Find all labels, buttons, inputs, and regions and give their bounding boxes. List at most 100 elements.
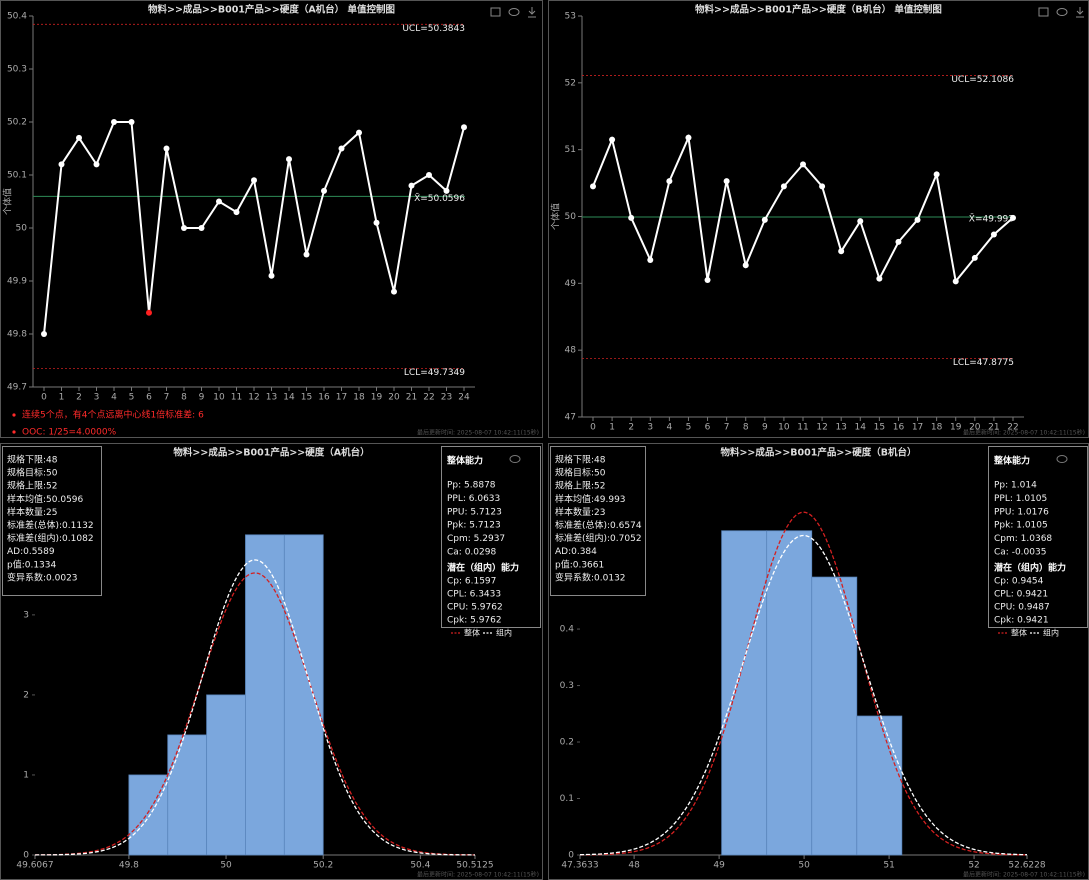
data-point bbox=[952, 278, 959, 285]
data-point bbox=[373, 219, 380, 226]
data-point bbox=[666, 178, 673, 185]
data-point bbox=[163, 145, 170, 152]
histogram-bar bbox=[206, 694, 246, 856]
x-tick-label: 16 bbox=[893, 423, 905, 433]
view-icon[interactable] bbox=[1056, 8, 1068, 16]
data-point bbox=[761, 216, 768, 223]
chart-title: 物料>>成品>>B001产品>>硬度（A机台） 单值控制图 bbox=[148, 4, 395, 16]
y-axis-label: 个体值 bbox=[2, 188, 14, 215]
download-icon[interactable] bbox=[528, 7, 536, 18]
chart-icon[interactable] bbox=[1038, 7, 1049, 17]
stat-item: 样本数量:25 bbox=[7, 506, 58, 518]
data-point bbox=[216, 198, 222, 205]
update-time: 最后更新时间: 2025-08-07 10:42:11(15秒) bbox=[963, 429, 1085, 437]
data-point bbox=[286, 156, 292, 163]
view-icon[interactable] bbox=[508, 8, 520, 16]
data-point bbox=[268, 272, 275, 279]
x-tick-label: 1 bbox=[59, 393, 65, 403]
x-tick-label: 50.2 bbox=[313, 861, 333, 871]
x-tick-label: 2 bbox=[76, 393, 82, 403]
x-tick-label: 50.4 bbox=[410, 861, 430, 871]
data-point bbox=[321, 187, 327, 194]
stat-item: 标准差(总体):0.6574 bbox=[555, 519, 642, 531]
x-tick-label: 11 bbox=[231, 393, 242, 403]
x-tick-label: 5 bbox=[686, 423, 692, 433]
y-tick-label: 0.4 bbox=[560, 625, 575, 635]
capability-item: Cp: 0.9454 bbox=[994, 577, 1044, 587]
data-point bbox=[198, 225, 205, 231]
data-point bbox=[443, 187, 450, 194]
x-tick-label: 12 bbox=[816, 423, 827, 433]
stat-item: 规格上限:52 bbox=[555, 480, 606, 492]
chart-panel: 0 0.1 0.2 0.3 0.4 47.3633 48 49 50 51 52 52.6228 规格下… bbox=[550, 446, 1088, 879]
data-point bbox=[800, 161, 806, 168]
data-point bbox=[181, 225, 187, 231]
x-tick-label: 52 bbox=[968, 861, 979, 871]
data-point bbox=[391, 288, 397, 295]
legend-label: 组内 bbox=[496, 628, 512, 638]
view-icon[interactable] bbox=[509, 455, 521, 463]
data-point bbox=[857, 218, 864, 225]
capability-item: PPU: 5.7123 bbox=[447, 507, 502, 517]
view-icon[interactable] bbox=[1056, 455, 1068, 463]
data-point bbox=[128, 119, 135, 125]
y-tick-label: 50.2 bbox=[7, 118, 27, 128]
histogram-bar bbox=[128, 774, 169, 856]
legend-label: 整体 bbox=[1011, 628, 1027, 638]
chart-icon[interactable] bbox=[490, 7, 501, 17]
data-point bbox=[647, 256, 654, 263]
update-time: 最后更新时间: 2025-08-07 10:42:11(15秒) bbox=[963, 871, 1085, 879]
download-icon[interactable] bbox=[1076, 7, 1084, 18]
stat-item: 规格下限:48 bbox=[555, 454, 606, 466]
y-tick-label: 3 bbox=[23, 610, 29, 620]
x-tick-label: 6 bbox=[705, 423, 711, 433]
y-tick-label: 51 bbox=[565, 145, 576, 155]
capability-item: CPU: 0.9487 bbox=[994, 603, 1050, 613]
capability-heading: 潜在（组内）能力 bbox=[994, 562, 1066, 574]
y-tick-label: 0.2 bbox=[560, 738, 574, 748]
stat-item: AD:0.384 bbox=[555, 547, 597, 557]
data-point bbox=[819, 183, 826, 190]
x-tick-label: 49.8 bbox=[119, 861, 139, 871]
data-point bbox=[895, 238, 902, 245]
x-tick-label: 19 bbox=[950, 423, 962, 433]
histogram-bar bbox=[167, 734, 208, 856]
data-point bbox=[914, 216, 921, 223]
data-point bbox=[628, 214, 635, 221]
capability-item: Cp: 6.1597 bbox=[447, 577, 496, 587]
y-tick-label: 2 bbox=[23, 690, 29, 700]
y-tick-label: 49.8 bbox=[7, 330, 27, 340]
y-tick-label: 49.9 bbox=[7, 277, 27, 287]
y-tick-label: 0 bbox=[568, 851, 574, 861]
data-point bbox=[704, 276, 711, 283]
chart-title: 物料>>成品>>B001产品>>硬度（B机台） bbox=[720, 447, 916, 459]
normal-curve bbox=[34, 559, 476, 856]
y-tick-label: 50.1 bbox=[7, 171, 27, 181]
x-tick-label: 10 bbox=[213, 393, 225, 403]
y-tick-label: 0.3 bbox=[560, 681, 574, 691]
capability-item: Cpk: 5.9762 bbox=[447, 616, 502, 626]
histogram-bar bbox=[283, 534, 324, 856]
x-tick-label: 9 bbox=[199, 393, 205, 403]
x-tick-label: 0 bbox=[590, 423, 596, 433]
x-tick-label: 8 bbox=[743, 423, 749, 433]
stat-item: 标准差(组内):0.7052 bbox=[555, 532, 642, 544]
x-tick-label: 51 bbox=[883, 861, 894, 871]
x-tick-label: 14 bbox=[283, 393, 295, 403]
stat-item: AD:0.5589 bbox=[7, 547, 55, 557]
stat-item: 样本均值:50.0596 bbox=[7, 493, 84, 505]
data-point bbox=[338, 145, 345, 152]
x-tick-label: 21 bbox=[406, 393, 417, 403]
capability-item: Cpm: 5.2937 bbox=[447, 534, 505, 544]
stat-item: p值:0.1334 bbox=[7, 558, 57, 570]
data-point bbox=[780, 183, 787, 190]
y-tick-label: 50.4 bbox=[7, 12, 27, 22]
x-tick-label: 24 bbox=[458, 393, 470, 403]
data-point bbox=[408, 182, 415, 189]
capability-heading: 潜在（组内）能力 bbox=[447, 562, 519, 574]
note-bullet bbox=[12, 413, 16, 417]
capability-box bbox=[988, 446, 1088, 628]
stat-item: 规格目标:50 bbox=[555, 467, 606, 479]
capability-item: Pp: 5.8878 bbox=[447, 481, 496, 491]
